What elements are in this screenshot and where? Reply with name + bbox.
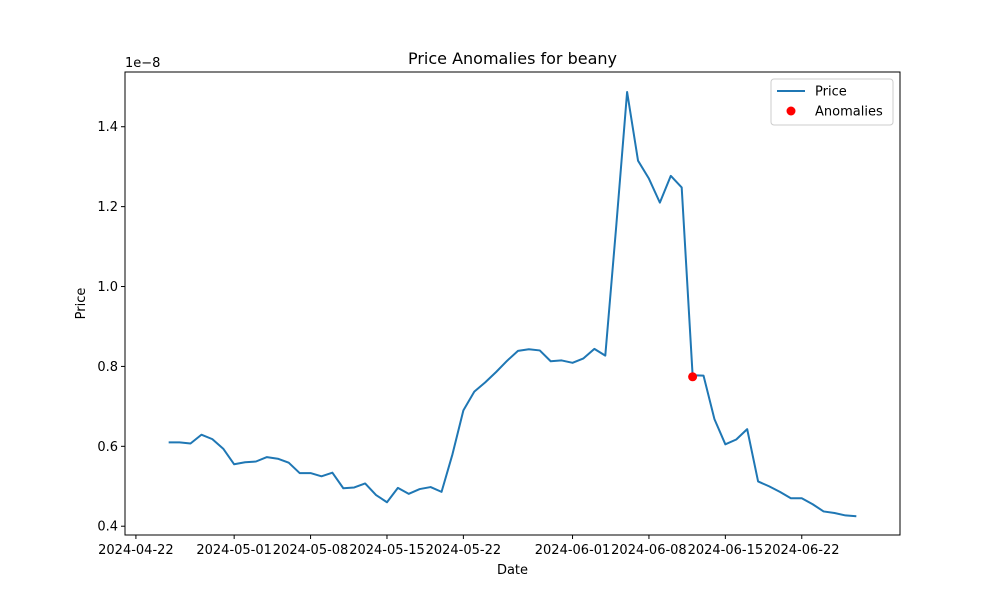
- legend-label: Price: [815, 85, 847, 100]
- x-tick-label: 2024-06-08: [611, 543, 687, 558]
- x-tick-label: 2024-05-15: [349, 543, 425, 558]
- y-tick-label: 0.8: [97, 360, 118, 375]
- y-tick-label: 0.6: [97, 440, 118, 455]
- x-tick-label: 2024-06-01: [535, 543, 611, 558]
- x-tick-label: 2024-06-15: [688, 543, 764, 558]
- y-offset-label: 1e−8: [125, 56, 160, 71]
- y-axis: 0.4 0.6 0.8 1.0 1.2 1.4: [97, 120, 125, 535]
- chart-title: Price Anomalies for beany: [408, 49, 617, 68]
- y-tick-label: 0.4: [97, 520, 118, 535]
- y-tick-label: 1.4: [97, 120, 118, 135]
- anomaly-point: [688, 372, 698, 382]
- axes-frame: [124, 71, 901, 536]
- legend-swatch-anomalies: [786, 106, 796, 116]
- x-tick-label: 2024-04-22: [98, 543, 174, 558]
- y-axis-label: Price: [74, 288, 89, 320]
- x-tick-label: 2024-05-08: [273, 543, 349, 558]
- y-tick-label: 1.2: [97, 200, 118, 215]
- x-tick-label: 2024-05-01: [196, 543, 272, 558]
- x-axis-label: Date: [497, 563, 528, 578]
- legend: Price Anomalies: [770, 78, 894, 126]
- x-tick-label: 2024-05-22: [426, 543, 502, 558]
- y-tick-label: 1.0: [97, 280, 118, 295]
- axes: [124, 71, 901, 536]
- x-axis: 2024-04-22 2024-05-01 2024-05-08 2024-05-15…: [98, 535, 840, 558]
- series-line-price: [168, 90, 857, 518]
- x-tick-label: 2024-06-22: [764, 543, 840, 558]
- legend-label: Anomalies: [815, 105, 883, 120]
- plot-area: [168, 90, 857, 518]
